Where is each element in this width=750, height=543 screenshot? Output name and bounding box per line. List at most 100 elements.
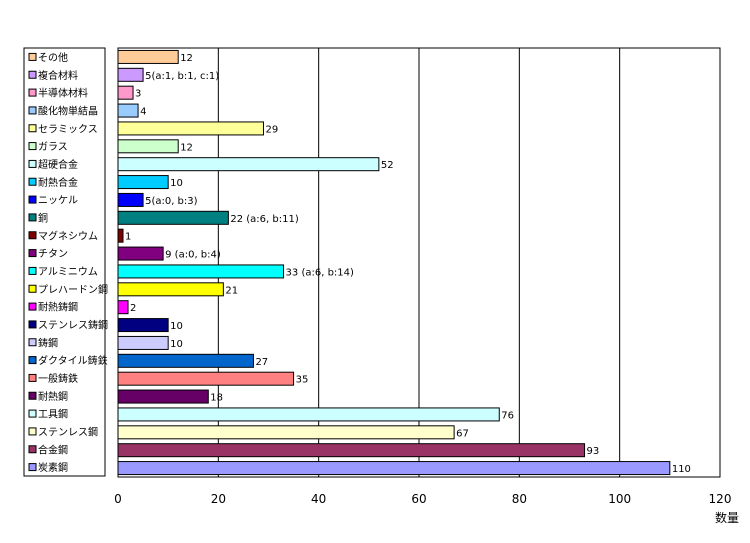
legend-box [23,47,106,477]
legend-label: 耐熱鋼 [38,390,68,403]
legend-swatch [28,70,37,79]
legend-swatch [28,124,37,133]
legend-label: ダクタイル鋳鉄 [38,354,108,367]
legend-swatch [28,463,37,472]
bar-value-label: 1 [125,232,131,243]
bar [117,335,169,350]
legend-label: 炭素鋼 [38,461,68,474]
legend-swatch [28,302,37,311]
bar-value-label: 35 [296,375,309,386]
bar-value-label: 29 [265,124,278,135]
bar [117,282,224,297]
legend-swatch [28,445,37,454]
legend-label: セラミックス [38,123,98,135]
legend-label: 超硬合金 [38,158,78,171]
bar-value-label: 5(a:0, b:3) [145,196,198,207]
x-axis-title: 数量 [715,510,739,525]
bar [117,121,264,136]
bar-value-label: 5(a:1, b:1, c:1) [145,71,219,82]
bar-value-label: 10 [170,339,183,350]
bar-value-label: 12 [180,53,193,64]
bar-value-label: 67 [456,428,469,439]
legend-label: ガラス [38,141,68,153]
legend-swatch [28,320,37,329]
bar [117,192,144,207]
bar-value-label: 93 [587,446,600,457]
x-tick-label: 120 [709,492,732,506]
bar-value-label: 27 [255,357,268,368]
legend: その他複合材料半導体材料酸化物単結晶セラミックスガラス超硬合金耐熱合金ニッケル銅… [28,51,108,474]
legend-label: アルミニウム [38,266,98,278]
bar-value-label: 21 [225,285,238,296]
legend-label: 複合材料 [38,69,78,82]
x-tick-label: 0 [114,492,122,506]
legend-swatch [28,356,37,365]
legend-swatch [28,249,37,258]
bar [117,443,586,458]
bar-value-label: 3 [135,89,141,100]
bar [117,353,254,368]
bar-value-label: 10 [170,178,183,189]
legend-label: ステンレス鋳鋼 [38,318,108,331]
bar [117,175,169,190]
legend-swatch [28,338,37,347]
legend-swatch [28,88,37,97]
bar [117,49,179,64]
bar [117,264,285,279]
bar [117,300,129,315]
legend-swatch [28,52,37,61]
bar-value-label: 22 (a:6, b:11) [230,214,298,225]
bar [117,461,671,476]
legend-label: 耐熱鋳鋼 [38,301,78,314]
legend-label: ニッケル [38,195,78,207]
legend-label: 一般鋳鉄 [38,372,78,385]
legend-label: 半導体材料 [38,87,88,100]
bar-value-label: 9 (a:0, b:4) [165,250,221,261]
legend-swatch [28,409,37,418]
bar [117,228,124,243]
legend-label: 鋳鋼 [38,336,58,349]
legend-swatch [28,391,37,400]
legend-label: 工具鋼 [38,408,68,421]
x-tick-label: 20 [211,492,226,506]
bar [117,407,500,422]
legend-label: プレハードン鋼 [38,283,108,296]
legend-swatch [28,231,37,240]
bar [117,425,455,440]
bar [117,371,295,386]
bar [117,85,134,100]
bar-value-label: 76 [501,410,514,421]
bar-value-label: 12 [180,142,193,153]
legend-label: 耐熱合金 [38,176,78,189]
x-tick-label: 40 [311,492,326,506]
legend-swatch [28,195,37,204]
bar [117,210,229,225]
legend-label: 合金鋼 [38,443,68,456]
legend-swatch [28,142,37,151]
legend-swatch [28,177,37,186]
bar-value-label: 4 [140,107,146,118]
bar-value-label: 18 [210,393,223,404]
legend-label: 酸化物単結晶 [38,104,98,117]
bar [117,139,179,154]
legend-swatch [28,427,37,436]
x-tick-label: 60 [411,492,426,506]
legend-swatch [28,106,37,115]
bar [117,157,380,172]
x-tick-label: 80 [512,492,527,506]
legend-swatch [28,213,37,222]
bar-value-label: 10 [170,321,183,332]
x-tick-label: 100 [608,492,631,506]
legend-swatch [28,266,37,275]
legend-label: その他 [38,51,68,64]
legend-label: チタン [38,248,68,260]
legend-label: 銅 [38,211,48,224]
bar-value-label: 2 [130,303,136,314]
bar [117,246,164,261]
bar-value-label: 33 (a:6, b:14) [286,267,354,278]
bar [117,389,209,404]
bars [117,49,671,476]
x-axis-ticks: 0 20 40 60 80 100 120 [114,492,731,506]
